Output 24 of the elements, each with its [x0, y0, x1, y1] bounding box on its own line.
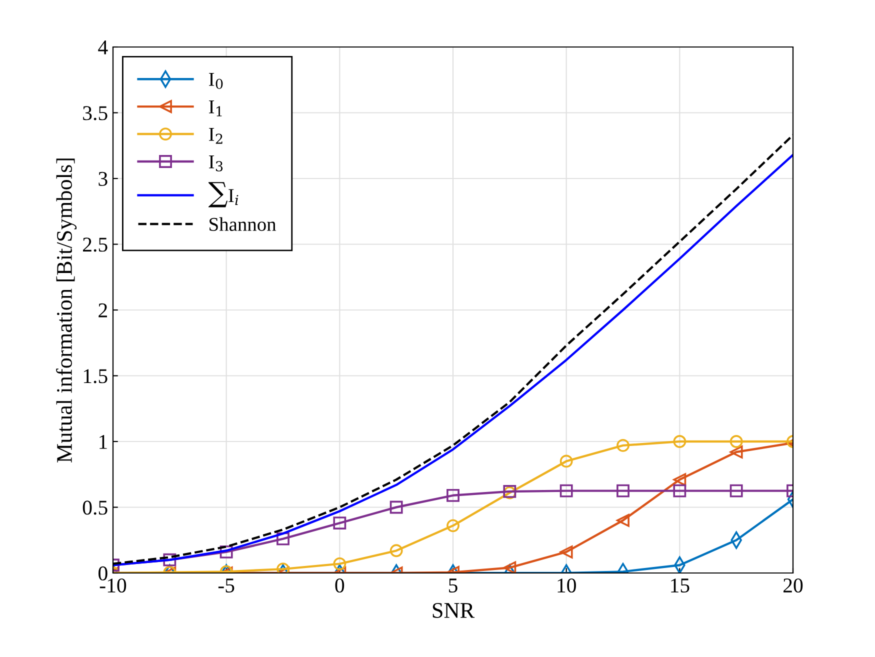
y-tick-label: 4 — [98, 40, 108, 54]
x-tick-label: -10 — [100, 578, 126, 593]
x-tick-label: -5 — [218, 578, 234, 593]
y-tick-label: 1 — [100, 434, 107, 449]
x-tick-label: 0 — [335, 578, 344, 593]
y-tick-label: 0.5 — [82, 500, 108, 515]
y-tick-label: 1.5 — [84, 369, 108, 384]
y-tick-label: 3 — [98, 172, 108, 186]
legend-label: Shannon — [210, 217, 276, 231]
y-tick-label: 2 — [98, 303, 107, 318]
y-tick-label: 2.5 — [83, 238, 108, 252]
x-tick-label: 10 — [558, 578, 576, 593]
x-tick-label: 15 — [671, 578, 690, 593]
legend-label: ∑I$_{i}$ — [208, 182, 238, 208]
y-axis-title: Mutual information [Bit/Symbols] — [56, 158, 77, 462]
legend-label: I$_{3}$ — [208, 155, 223, 172]
legend-label: I$_{1}$ — [208, 100, 222, 116]
y-tick-label: 3.5 — [83, 106, 108, 120]
x-tick-label: 5 — [449, 578, 458, 593]
legend-label: I$_{2}$ — [208, 128, 222, 144]
x-axis-title: SNR — [432, 603, 475, 618]
legend-label: I$_{0}$ — [208, 73, 223, 90]
y-tick-label: 0 — [98, 566, 108, 580]
x-tick-label: 20 — [784, 578, 803, 593]
